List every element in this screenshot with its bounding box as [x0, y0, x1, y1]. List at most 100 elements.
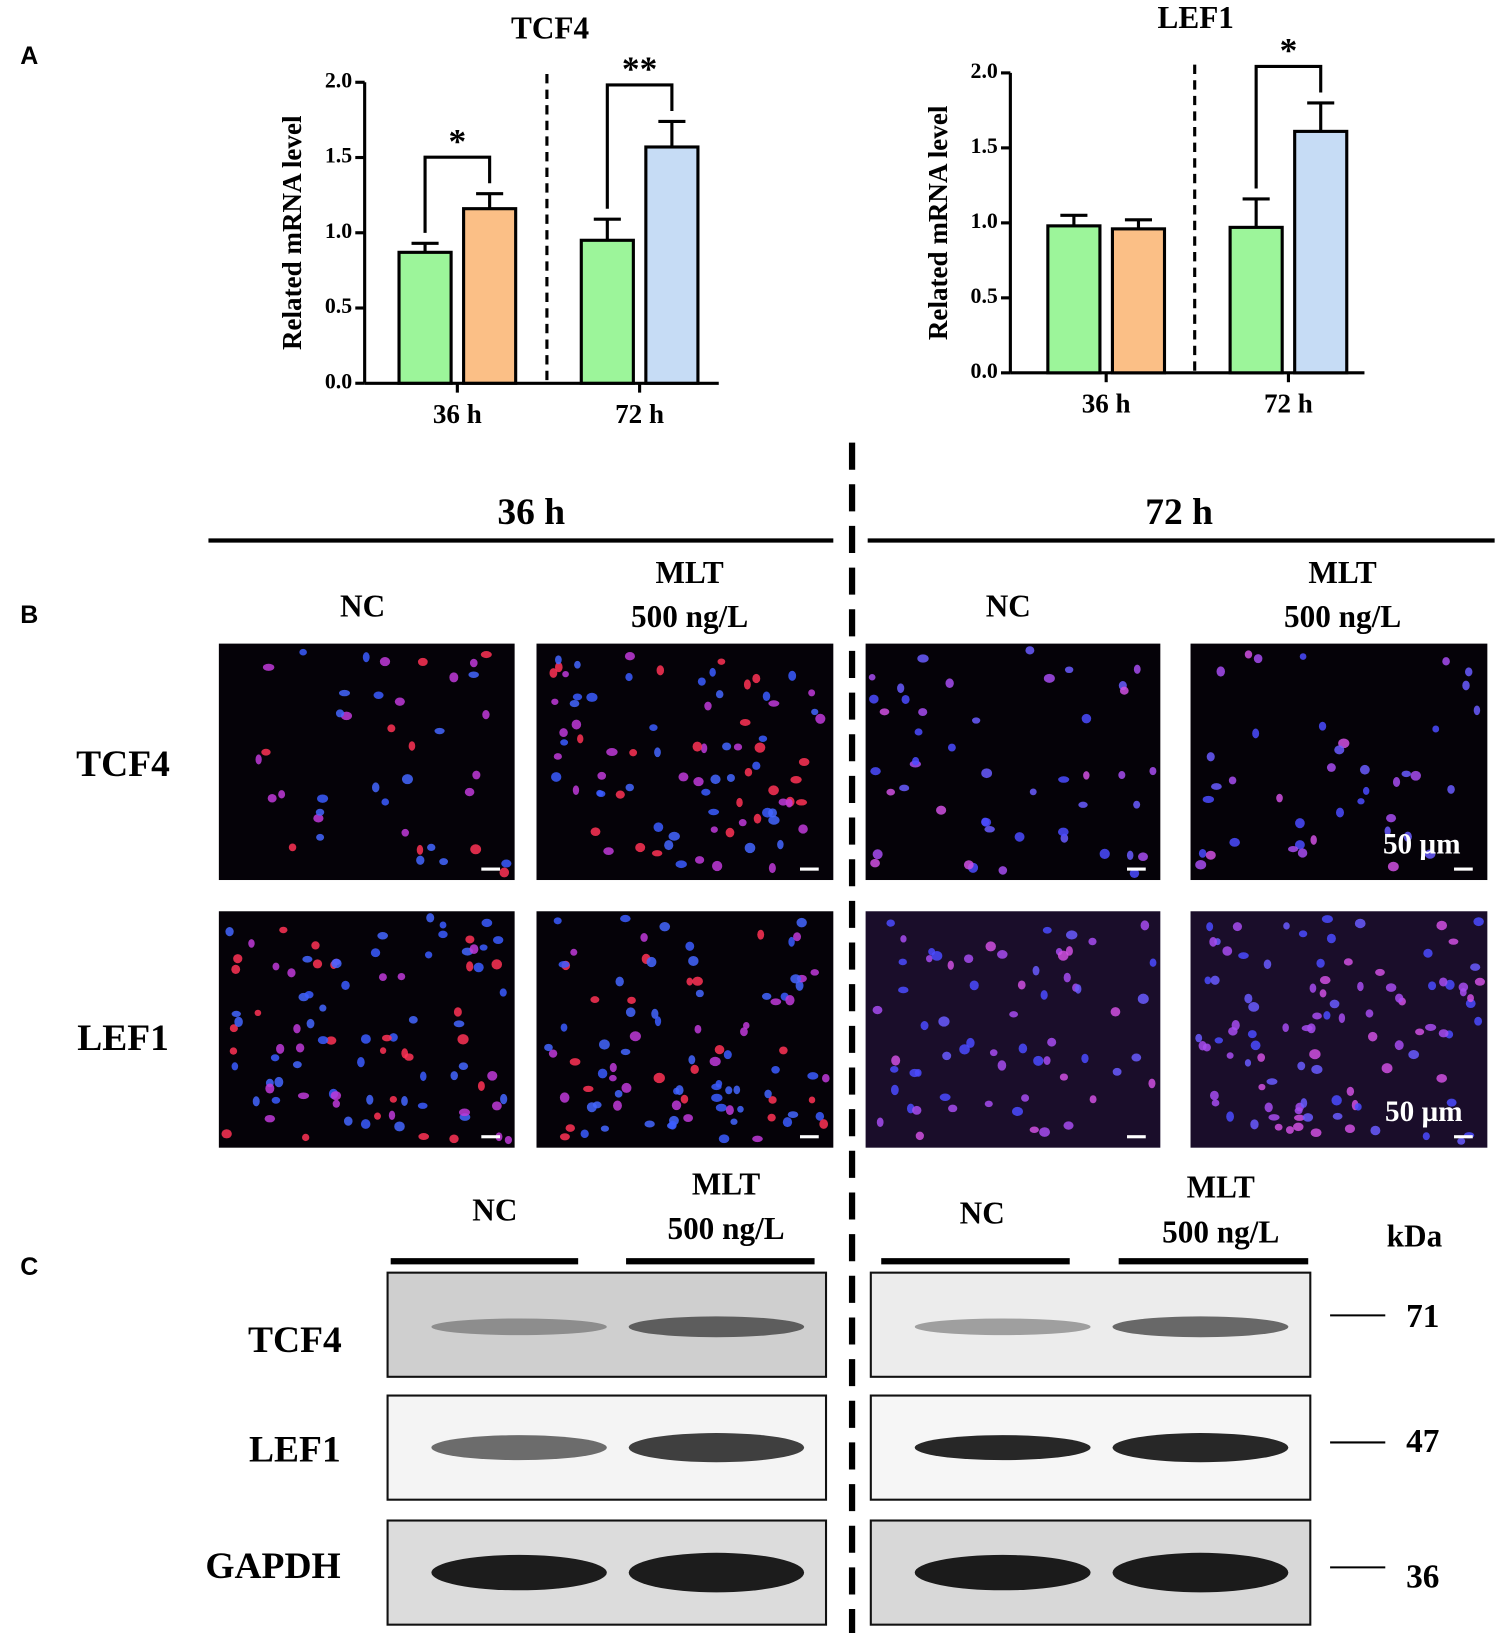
nucleus	[737, 1105, 744, 1113]
nucleus	[722, 742, 732, 751]
band	[914, 1435, 1091, 1461]
nucleus	[1264, 1102, 1273, 1113]
nucleus	[438, 930, 448, 939]
nucleus	[788, 670, 797, 681]
nucleus	[559, 1092, 570, 1103]
nucleus	[778, 798, 788, 806]
y-axis-label: Related mRNA level	[923, 105, 953, 340]
nucleus	[1253, 654, 1263, 664]
nucleus	[997, 950, 1008, 959]
nucleus	[1439, 977, 1448, 987]
nucleus	[1276, 793, 1283, 803]
nucleus	[1138, 852, 1148, 861]
nucleus	[371, 782, 380, 793]
nucleus	[562, 670, 569, 678]
nucleus	[981, 768, 993, 779]
nucleus	[1266, 1078, 1278, 1085]
nucleus	[926, 955, 933, 963]
y-tick-label: 1.0	[971, 209, 998, 233]
nucleus	[985, 941, 996, 952]
nucleus	[417, 1102, 428, 1109]
nucleus	[389, 1033, 398, 1042]
nucleus	[439, 858, 449, 866]
nucleus	[969, 980, 979, 991]
nucleus	[752, 761, 761, 770]
nucleus	[959, 1044, 970, 1055]
nucleus	[1043, 673, 1055, 683]
nucleus	[590, 827, 601, 836]
nucleus	[394, 1121, 405, 1132]
nucleus	[767, 1113, 776, 1122]
nucleus	[942, 1051, 952, 1061]
nucleus	[1089, 1095, 1097, 1104]
nucleus	[795, 799, 808, 806]
nucleus	[675, 860, 687, 869]
nucleus	[1149, 766, 1157, 776]
nucleus	[1294, 840, 1305, 850]
micrograph	[536, 643, 834, 881]
nucleus	[704, 701, 712, 711]
nucleus	[744, 768, 753, 777]
nucleus	[600, 1125, 609, 1132]
nucleus	[1211, 1099, 1220, 1107]
nucleus	[1029, 788, 1037, 796]
nucleus	[276, 1043, 285, 1054]
nucleus	[387, 724, 396, 733]
nucleus	[1206, 752, 1215, 762]
nucleus	[1057, 827, 1069, 837]
nucleus	[586, 692, 598, 702]
nucleus	[1334, 745, 1345, 755]
y-tick-label: 0.0	[325, 369, 352, 393]
nucleus	[311, 941, 320, 950]
nucleus	[1448, 938, 1459, 945]
nucleus	[597, 1068, 608, 1079]
nucleus	[757, 929, 765, 940]
nucleus	[1323, 1011, 1331, 1020]
nucleus	[768, 1096, 777, 1104]
nucleus	[1033, 1055, 1044, 1066]
nucleus	[1202, 795, 1215, 803]
nucleus	[325, 1036, 337, 1045]
row-label: LEF1	[249, 1429, 341, 1470]
nucleus	[401, 1096, 408, 1106]
nucleus	[1148, 1078, 1156, 1089]
nucleus	[270, 1054, 280, 1062]
nucleus	[890, 1066, 899, 1073]
nucleus	[569, 699, 580, 708]
nucleus	[1014, 832, 1025, 842]
nucleus	[449, 672, 459, 683]
nucleus	[718, 1134, 730, 1144]
nucleus	[1362, 786, 1370, 795]
nucleus	[1332, 1112, 1343, 1120]
nucleus	[583, 1085, 594, 1093]
nucleus	[654, 1016, 662, 1027]
nucleus	[710, 774, 721, 785]
y-tick-label: 2.0	[971, 59, 998, 83]
nucleus	[362, 652, 370, 663]
blot	[869, 1394, 1312, 1501]
nucleus	[1078, 801, 1088, 808]
nucleus	[574, 660, 581, 669]
nucleus	[357, 1056, 365, 1068]
nucleus	[221, 1129, 232, 1139]
nucleus	[945, 678, 954, 688]
nucleus	[264, 1114, 276, 1123]
nucleus	[388, 1110, 396, 1121]
nucleus	[1137, 993, 1149, 1004]
nucleus	[1445, 979, 1455, 990]
nucleus	[1081, 713, 1092, 724]
significance-label: *	[1280, 30, 1298, 70]
nucleus	[1326, 933, 1336, 944]
nucleus	[1295, 818, 1305, 829]
nucleus	[427, 843, 436, 852]
nucleus	[690, 1064, 699, 1074]
y-tick-label: 1.0	[325, 219, 352, 243]
row-label: TCF4	[248, 1320, 342, 1361]
nucleus	[1474, 977, 1485, 986]
scale-bar	[1127, 1135, 1146, 1139]
nucleus	[252, 1096, 260, 1107]
condition-label: 500 ng/L	[1284, 599, 1401, 634]
nucleus	[1063, 1121, 1074, 1130]
nucleus	[739, 719, 751, 726]
nucleus	[549, 668, 558, 678]
